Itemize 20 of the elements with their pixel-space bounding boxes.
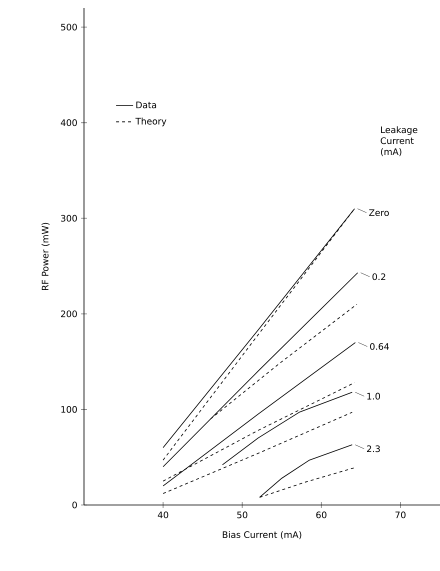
y-tick-label: 300 (61, 214, 77, 222)
annotation: 2.3 (366, 445, 380, 452)
x-tick-label: 50 (237, 512, 248, 518)
x-tick-label: 60 (316, 512, 326, 518)
legend-label: Theory (135, 118, 166, 126)
annotation: Zero (369, 209, 389, 216)
y-axis-title: RF Power (mW) (42, 222, 50, 290)
annotation: Leakage Current (mA) (380, 126, 418, 156)
annotation: 1.0 (367, 392, 380, 400)
y-tick-label: 400 (60, 119, 77, 126)
y-tick-label: 100 (61, 406, 77, 413)
y-tick-label: 0 (72, 502, 77, 508)
y-tick-label: 200 (61, 310, 77, 318)
x-tick-label: 40 (158, 512, 168, 518)
y-tick-label: 500 (61, 24, 77, 30)
legend-label: Data (136, 102, 156, 108)
x-axis-title: Bias Current (mA) (222, 531, 302, 540)
x-tick-label: 70 (395, 512, 406, 518)
annotation: 0.64 (370, 343, 389, 350)
annotation: 0.2 (372, 273, 386, 280)
